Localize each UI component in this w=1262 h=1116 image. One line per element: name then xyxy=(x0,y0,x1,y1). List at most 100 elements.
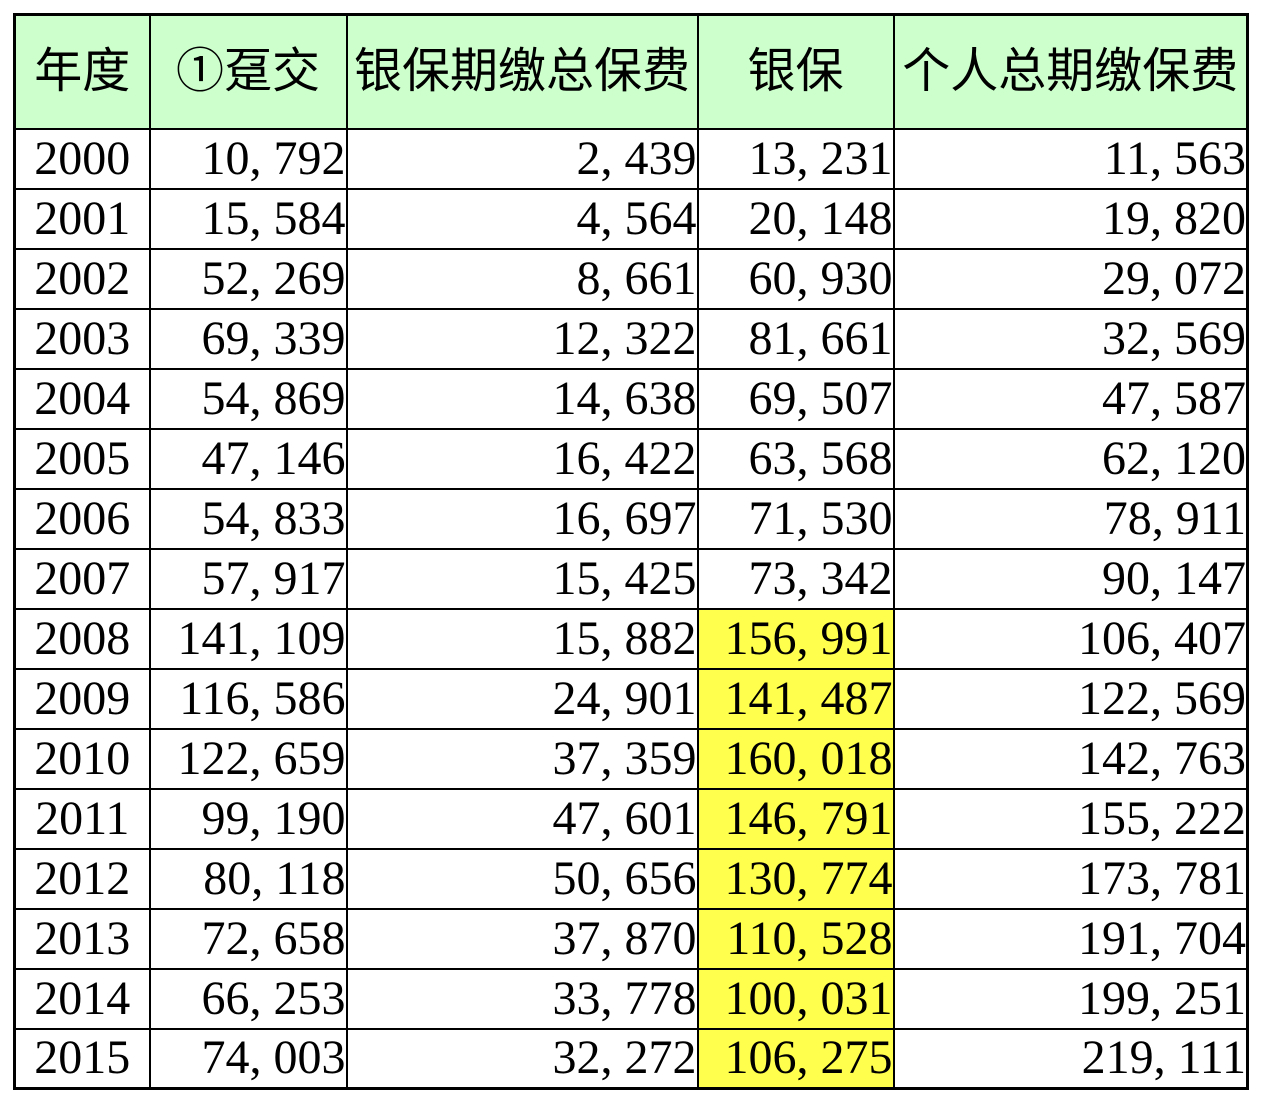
value-cell: 16, 422 xyxy=(345,427,699,490)
year-cell: 2000 xyxy=(13,127,151,190)
table-row: 2011 99, 190 47, 601 146, 791 155, 222 xyxy=(13,787,1249,850)
value-cell: 155, 222 xyxy=(892,787,1249,850)
table-row: 2012 80, 118 50, 656 130, 774 173, 781 xyxy=(13,847,1249,910)
value-cell: 66, 253 xyxy=(148,967,348,1030)
value-cell: 57, 917 xyxy=(148,547,348,610)
table-row: 2009 116, 586 24, 901 141, 487 122, 569 xyxy=(13,667,1249,730)
value-cell: 15, 425 xyxy=(345,547,699,610)
value-cell: 80, 118 xyxy=(148,847,348,910)
value-cell: 173, 781 xyxy=(892,847,1249,910)
value-cell: 69, 339 xyxy=(148,307,348,370)
table-row: 2007 57, 917 15, 425 73, 342 90, 147 xyxy=(13,547,1249,610)
year-cell: 2006 xyxy=(13,487,151,550)
value-cell: 54, 869 xyxy=(148,367,348,430)
value-cell: 37, 870 xyxy=(345,907,699,970)
table-row: 2015 74, 003 32, 272 106, 275 219, 111 xyxy=(13,1027,1249,1090)
value-cell: 24, 901 xyxy=(345,667,699,730)
value-cell: 11, 563 xyxy=(892,127,1249,190)
value-cell: 99, 190 xyxy=(148,787,348,850)
value-cell: 14, 638 xyxy=(345,367,699,430)
table-row: 2000 10, 792 2, 439 13, 231 11, 563 xyxy=(13,127,1249,190)
premium-data-table: 年度 ①趸交 银保期缴总保费 银保 个人总期缴保费 2000 10, 792 2, … xyxy=(13,13,1249,1090)
year-cell: 2009 xyxy=(13,667,151,730)
value-cell: 10, 792 xyxy=(148,127,348,190)
year-cell: 2013 xyxy=(13,907,151,970)
table-header: 年度 ①趸交 银保期缴总保费 银保 个人总期缴保费 xyxy=(13,13,1249,130)
highlighted-value-cell: 106, 275 xyxy=(696,1027,895,1090)
table-row: 2003 69, 339 12, 322 81, 661 32, 569 xyxy=(13,307,1249,370)
year-cell: 2005 xyxy=(13,427,151,490)
year-cell: 2015 xyxy=(13,1027,151,1090)
value-cell: 8, 661 xyxy=(345,247,699,310)
value-cell: 81, 661 xyxy=(696,307,895,370)
value-cell: 32, 569 xyxy=(892,307,1249,370)
value-cell: 20, 148 xyxy=(696,187,895,250)
value-cell: 62, 120 xyxy=(892,427,1249,490)
value-cell: 52, 269 xyxy=(148,247,348,310)
value-cell: 72, 658 xyxy=(148,907,348,970)
header-year: 年度 xyxy=(13,13,151,130)
table-body: 2000 10, 792 2, 439 13, 231 11, 563 2001 15, 5… xyxy=(13,127,1249,1090)
value-cell: 191, 704 xyxy=(892,907,1249,970)
value-cell: 29, 072 xyxy=(892,247,1249,310)
value-cell: 47, 601 xyxy=(345,787,699,850)
year-cell: 2002 xyxy=(13,247,151,310)
table-row: 2010 122, 659 37, 359 160, 018 142, 763 xyxy=(13,727,1249,790)
table-row: 2014 66, 253 33, 778 100, 031 199, 251 xyxy=(13,967,1249,1030)
year-cell: 2004 xyxy=(13,367,151,430)
value-cell: 50, 656 xyxy=(345,847,699,910)
value-cell: 122, 569 xyxy=(892,667,1249,730)
highlighted-value-cell: 160, 018 xyxy=(696,727,895,790)
year-cell: 2014 xyxy=(13,967,151,1030)
year-cell: 2012 xyxy=(13,847,151,910)
value-cell: 15, 584 xyxy=(148,187,348,250)
highlighted-value-cell: 156, 991 xyxy=(696,607,895,670)
value-cell: 54, 833 xyxy=(148,487,348,550)
value-cell: 19, 820 xyxy=(892,187,1249,250)
highlighted-value-cell: 110, 528 xyxy=(696,907,895,970)
value-cell: 199, 251 xyxy=(892,967,1249,1030)
header-bancassurance-regular-total: 银保期缴总保费 xyxy=(345,13,699,130)
table-row: 2002 52, 269 8, 661 60, 930 29, 072 xyxy=(13,247,1249,310)
value-cell: 16, 697 xyxy=(345,487,699,550)
value-cell: 122, 659 xyxy=(148,727,348,790)
year-cell: 2008 xyxy=(13,607,151,670)
header-single-premium: ①趸交 xyxy=(148,13,348,130)
highlighted-value-cell: 146, 791 xyxy=(696,787,895,850)
value-cell: 60, 930 xyxy=(696,247,895,310)
value-cell: 106, 407 xyxy=(892,607,1249,670)
table-row: 2004 54, 869 14, 638 69, 507 47, 587 xyxy=(13,367,1249,430)
table-row: 2005 47, 146 16, 422 63, 568 62, 120 xyxy=(13,427,1249,490)
value-cell: 33, 778 xyxy=(345,967,699,1030)
value-cell: 73, 342 xyxy=(696,547,895,610)
value-cell: 63, 568 xyxy=(696,427,895,490)
value-cell: 4, 564 xyxy=(345,187,699,250)
header-bancassurance: 银保 xyxy=(696,13,895,130)
value-cell: 32, 272 xyxy=(345,1027,699,1090)
value-cell: 219, 111 xyxy=(892,1027,1249,1090)
table-row: 2001 15, 584 4, 564 20, 148 19, 820 xyxy=(13,187,1249,250)
year-cell: 2010 xyxy=(13,727,151,790)
header-row: 年度 ①趸交 银保期缴总保费 银保 个人总期缴保费 xyxy=(13,13,1249,130)
value-cell: 74, 003 xyxy=(148,1027,348,1090)
year-cell: 2003 xyxy=(13,307,151,370)
year-cell: 2007 xyxy=(13,547,151,610)
table-row: 2006 54, 833 16, 697 71, 530 78, 911 xyxy=(13,487,1249,550)
value-cell: 116, 586 xyxy=(148,667,348,730)
highlighted-value-cell: 100, 031 xyxy=(696,967,895,1030)
table-row: 2008 141, 109 15, 882 156, 991 106, 407 xyxy=(13,607,1249,670)
value-cell: 71, 530 xyxy=(696,487,895,550)
highlighted-value-cell: 130, 774 xyxy=(696,847,895,910)
year-cell: 2011 xyxy=(13,787,151,850)
value-cell: 141, 109 xyxy=(148,607,348,670)
value-cell: 78, 911 xyxy=(892,487,1249,550)
value-cell: 2, 439 xyxy=(345,127,699,190)
value-cell: 12, 322 xyxy=(345,307,699,370)
value-cell: 69, 507 xyxy=(696,367,895,430)
value-cell: 47, 146 xyxy=(148,427,348,490)
value-cell: 37, 359 xyxy=(345,727,699,790)
value-cell: 15, 882 xyxy=(345,607,699,670)
highlighted-value-cell: 141, 487 xyxy=(696,667,895,730)
year-cell: 2001 xyxy=(13,187,151,250)
